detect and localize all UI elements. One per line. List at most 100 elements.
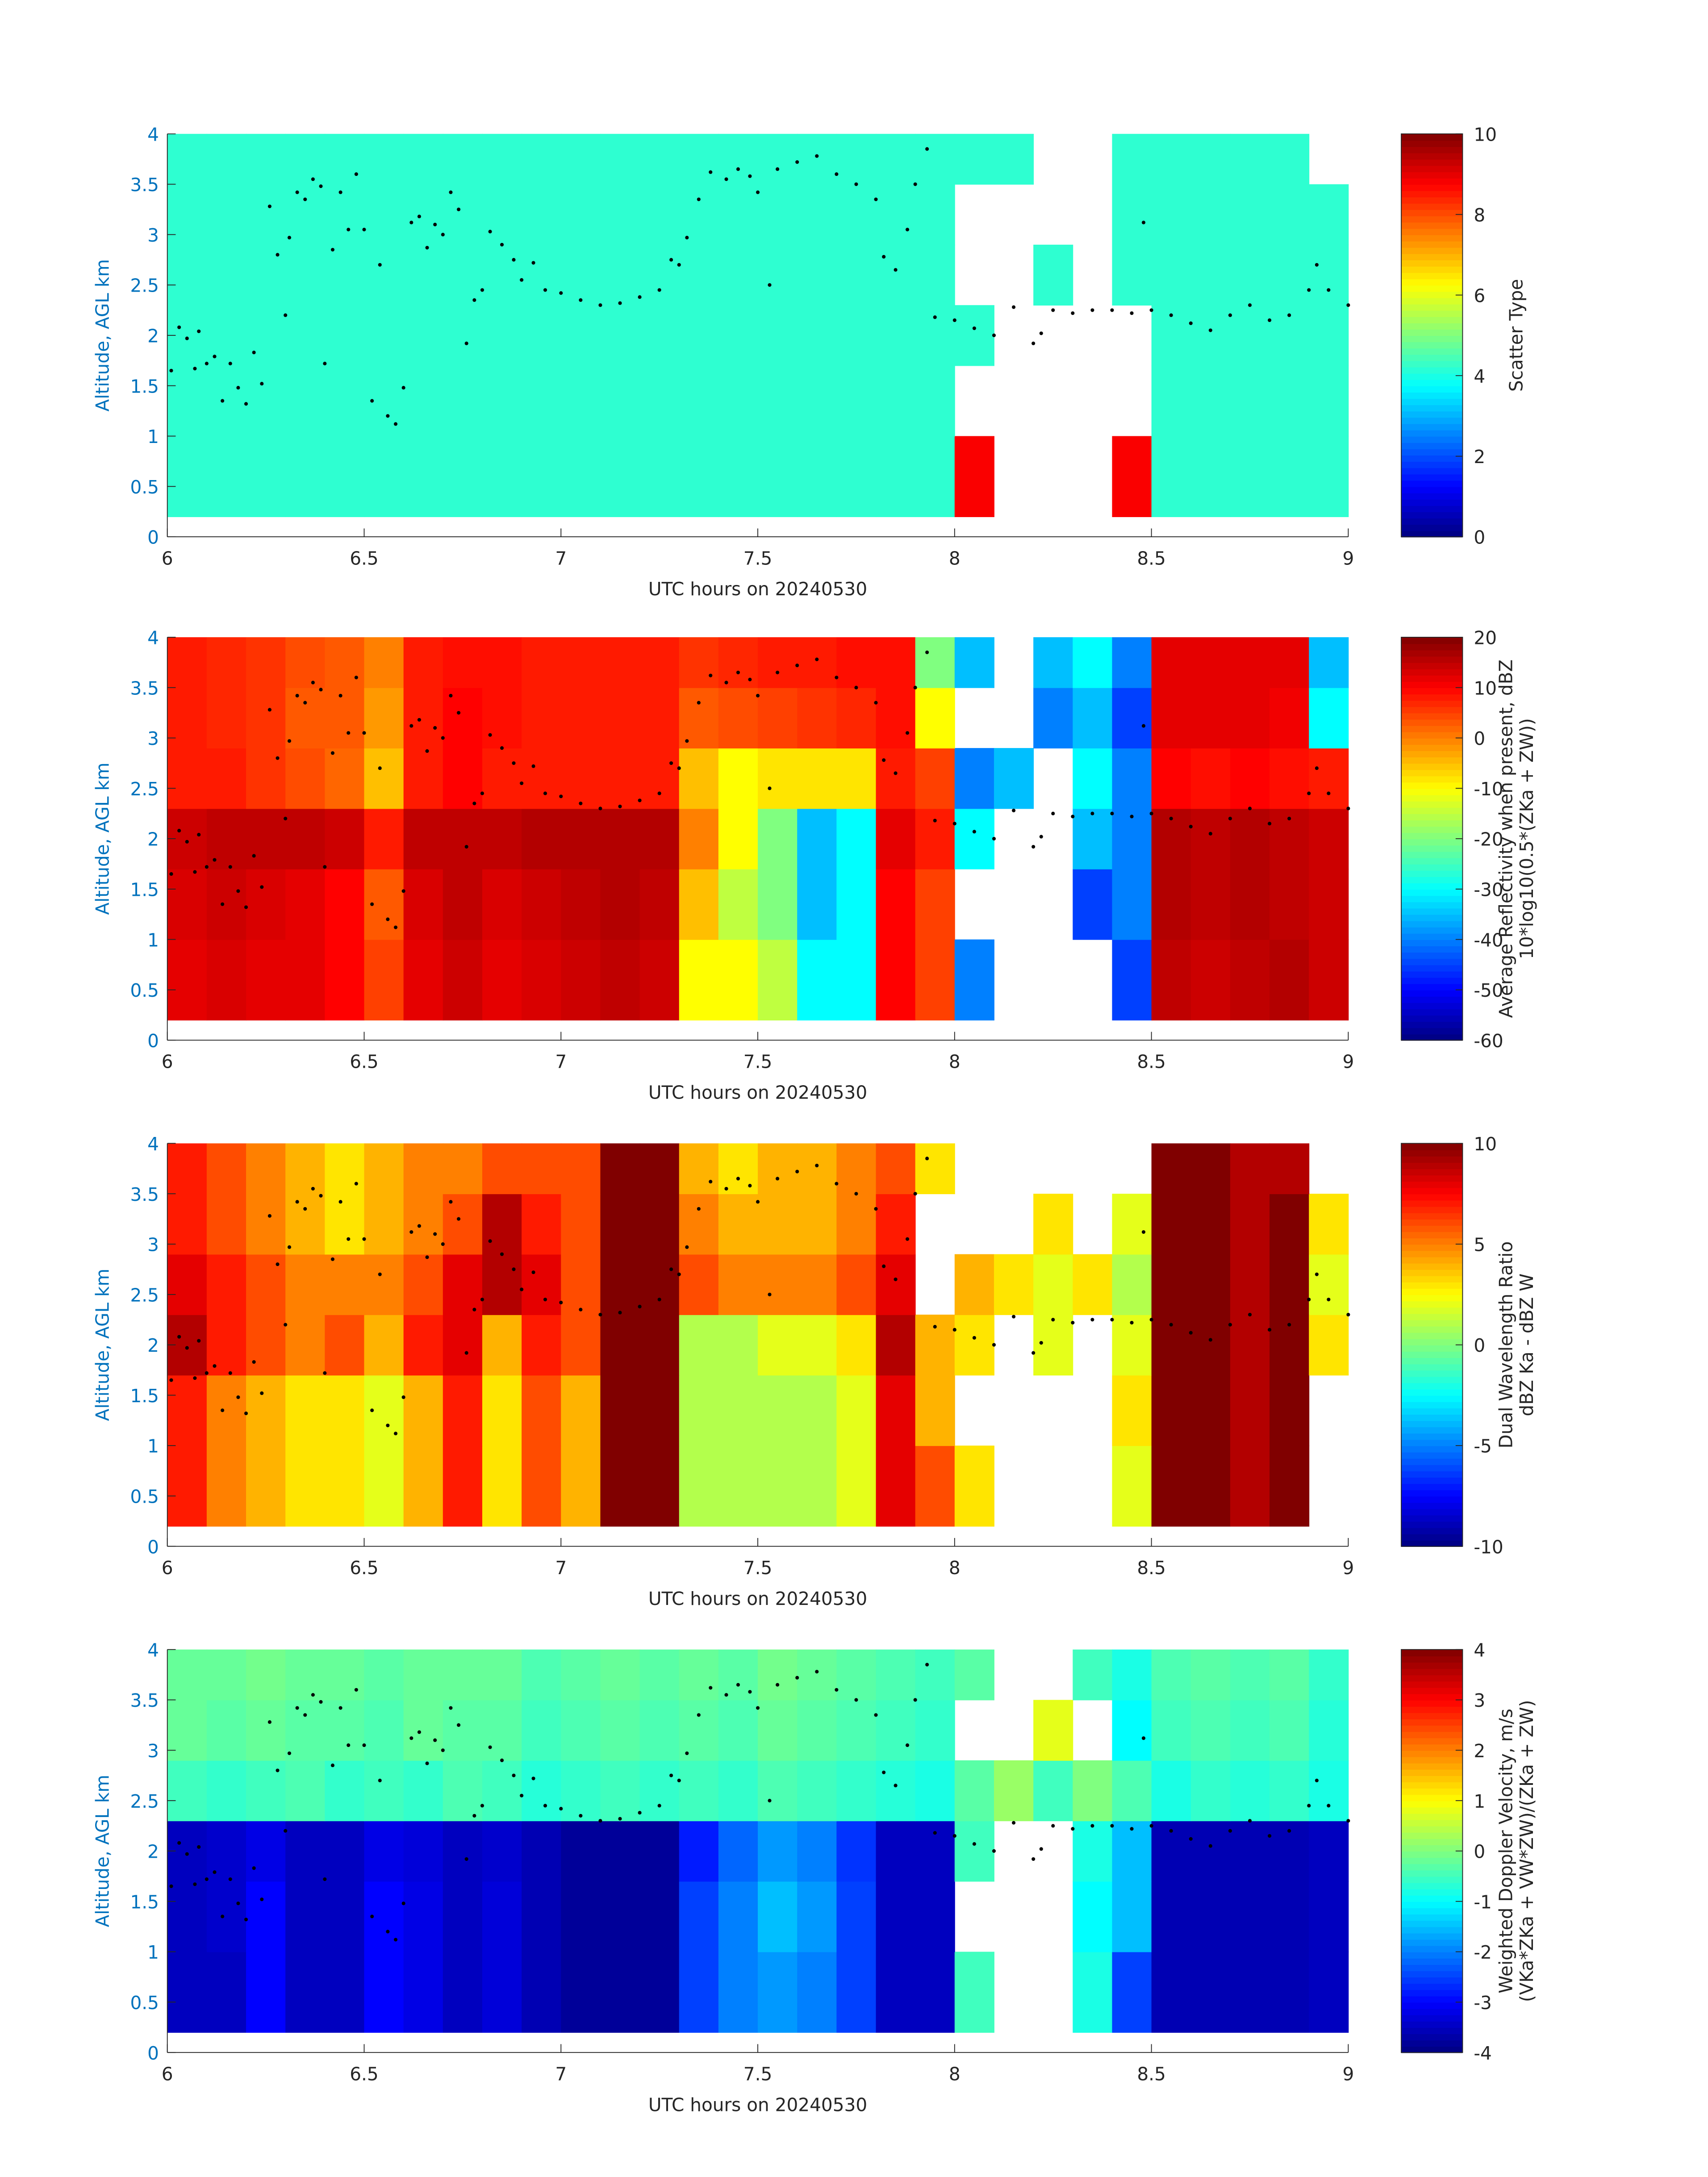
cloud-base-point: [228, 865, 232, 869]
colorbar-segment: [1401, 335, 1463, 343]
colorbar-segment: [1401, 1920, 1463, 1927]
heatmap-cell: [600, 436, 640, 517]
colorbar-segment: [1401, 643, 1463, 651]
heatmap-cell: [1190, 637, 1231, 688]
heatmap-cell: [482, 1446, 522, 1527]
heatmap-cell: [206, 939, 246, 1021]
cloud-base-point: [228, 362, 232, 366]
colorbar-segment: [1401, 1370, 1463, 1377]
cloud-base-point: [244, 1918, 248, 1922]
cloud-base-point: [1130, 311, 1134, 315]
cloud-base-point: [409, 1230, 413, 1234]
heatmap-cell: [1190, 687, 1231, 749]
colorbar-segment: [1401, 203, 1463, 210]
cloud-base-point: [736, 1177, 740, 1181]
heatmap-cell: [443, 1951, 483, 2033]
colorbar-segment: [1401, 1832, 1463, 1839]
colorbar-segment: [1401, 933, 1463, 940]
heatmap-cell: [758, 184, 798, 245]
colorbar-segment: [1401, 1028, 1463, 1035]
cloud-base-point: [1268, 318, 1272, 322]
cloud-base-point: [338, 1200, 342, 1204]
colorbar-segment: [1401, 1945, 1463, 1952]
heatmap-cell: [836, 184, 877, 245]
heatmap-cell: [915, 869, 955, 940]
heatmap-cell: [797, 1143, 837, 1195]
colorbar-tick-label: -3: [1474, 1992, 1491, 2014]
heatmap-cell: [758, 748, 798, 809]
cloud-base-point: [709, 1180, 713, 1184]
cloud-base-point: [169, 1884, 173, 1888]
heatmap-cell: [167, 1375, 207, 1446]
cloud-base-point: [287, 1751, 292, 1755]
heatmap-cell: [522, 305, 562, 366]
heatmap-cell: [797, 184, 837, 245]
colorbar-tick-label: 4: [1474, 1639, 1485, 1661]
colorbar-segment: [1401, 744, 1463, 751]
colorbar-segment: [1401, 1681, 1463, 1688]
heatmap-cell: [797, 436, 837, 517]
heatmap-cell: [1270, 365, 1310, 437]
colorbar-segment: [1401, 1225, 1463, 1233]
cloud-base-point: [835, 1182, 839, 1186]
heatmap-cell: [679, 244, 719, 306]
heatmap-cell: [285, 1254, 326, 1315]
heatmap-cell: [325, 365, 365, 437]
colorbar-segment: [1401, 285, 1463, 292]
heatmap-cell: [325, 687, 365, 749]
heatmap-cell: [403, 365, 443, 437]
cloud-base-point: [228, 1877, 232, 1881]
cloud-base-point: [531, 261, 535, 265]
heatmap-cell: [797, 748, 837, 809]
cloud-base-point: [319, 1700, 323, 1704]
colorbar-segment: [1401, 1414, 1463, 1421]
heatmap-cell: [1151, 687, 1191, 749]
heatmap-cell: [167, 1951, 207, 2033]
heatmap-cell: [246, 1951, 286, 2033]
cloud-base-point: [1346, 806, 1350, 811]
heatmap-cell: [836, 1314, 877, 1376]
heatmap-cell: [876, 1194, 916, 1255]
colorbar-segment: [1401, 857, 1463, 865]
cloud-base-point: [1208, 832, 1212, 836]
heatmap-cell: [482, 808, 522, 869]
cloud-base-point: [913, 1698, 917, 1702]
colorbar-label: (VKa*ZKa + VW*ZW)/(ZKa + ZW): [1516, 1700, 1537, 2002]
cloud-base-point: [1228, 816, 1232, 821]
cloud-base-point: [795, 1676, 799, 1680]
heatmap-cell: [1309, 1649, 1349, 1701]
cloud-base-point: [709, 170, 713, 174]
colorbar-segment: [1401, 1446, 1463, 1453]
heatmap-cell: [915, 1821, 955, 1882]
colorbar-segment: [1401, 493, 1463, 500]
colorbar-label: Scatter Type: [1506, 279, 1527, 392]
heatmap-cell: [403, 1375, 443, 1446]
colorbar-segment: [1401, 1357, 1463, 1365]
heatmap-cell: [364, 1821, 404, 1882]
cloud-base-point: [441, 1748, 445, 1752]
heatmap-cell: [718, 1375, 758, 1446]
heatmap-cell: [285, 305, 326, 366]
cloud-base-point: [409, 724, 413, 728]
colorbar-segment: [1401, 499, 1463, 506]
cloud-base-point: [579, 802, 583, 806]
heatmap-cell: [403, 1700, 443, 1761]
colorbar-segment: [1401, 700, 1463, 707]
heatmap-cell: [718, 134, 758, 185]
heatmap-cell: [443, 1649, 483, 1701]
heatmap-cell: [758, 1700, 798, 1761]
heatmap-cell: [167, 184, 207, 245]
heatmap-cell: [1270, 1649, 1310, 1701]
cloud-base-point: [401, 1901, 405, 1905]
heatmap-cell: [797, 939, 837, 1021]
colorbar-segment: [1401, 2046, 1463, 2053]
heatmap-cell: [639, 436, 680, 517]
heatmap-cell: [403, 1254, 443, 1315]
colorbar-segment: [1401, 1326, 1463, 1333]
heatmap-cell: [167, 365, 207, 437]
cloud-base-point: [543, 1297, 547, 1302]
colorbar-segment: [1401, 417, 1463, 424]
cloud-base-point: [1315, 766, 1319, 770]
colorbar-segment: [1401, 436, 1463, 443]
colorbar-label: dBZ Ka - dBZ W: [1516, 1274, 1537, 1417]
